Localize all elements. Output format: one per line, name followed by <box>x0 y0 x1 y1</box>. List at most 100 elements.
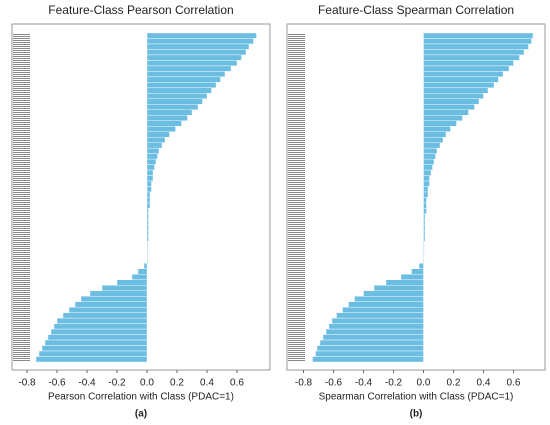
bar <box>423 43 529 50</box>
bar <box>68 306 148 313</box>
bar <box>423 136 444 143</box>
x-tick-label: -0.2 <box>108 378 126 389</box>
bar <box>423 82 495 89</box>
bar <box>423 126 451 132</box>
bar <box>423 131 447 138</box>
bar <box>423 169 432 176</box>
bar <box>373 285 424 291</box>
bar <box>146 147 160 154</box>
bar <box>146 43 250 50</box>
x-tick-label: 0.2 <box>170 378 184 389</box>
x-tick-label: 0.0 <box>417 378 431 389</box>
bar <box>146 131 170 138</box>
x-axis-label: Pearson Correlation with Class (PDAC=1) <box>48 392 234 403</box>
bar <box>423 158 435 165</box>
bar <box>146 208 149 215</box>
bar <box>146 252 148 259</box>
bar <box>62 312 148 319</box>
bar <box>325 328 424 335</box>
bar <box>146 202 151 209</box>
bar <box>423 71 504 78</box>
bar <box>423 38 532 45</box>
bar <box>146 197 151 204</box>
bar <box>53 323 148 330</box>
x-tick-label: -0.8 <box>295 378 313 389</box>
x-tick-label: 0.0 <box>140 378 154 389</box>
bar <box>116 279 148 286</box>
bar <box>423 104 475 110</box>
bar <box>423 175 430 182</box>
bar <box>423 180 430 187</box>
bar <box>146 246 148 253</box>
bar <box>322 334 424 341</box>
bar <box>146 120 182 127</box>
bar <box>423 186 429 193</box>
bar <box>35 356 148 363</box>
bar <box>146 224 149 231</box>
bar <box>146 219 149 226</box>
panel-label: (a) <box>135 409 147 420</box>
x-tick-label: 0.2 <box>447 378 461 389</box>
bar <box>363 290 424 297</box>
bar <box>336 312 424 319</box>
bar <box>423 252 425 259</box>
x-tick-label: 0.4 <box>200 378 214 389</box>
panel-label: (b) <box>410 409 423 420</box>
x-tick-label: 0.6 <box>507 378 521 389</box>
bar <box>423 115 463 121</box>
bar <box>146 158 157 165</box>
x-tick-label: 0.6 <box>230 378 244 389</box>
bar <box>146 49 247 56</box>
bar <box>38 350 148 357</box>
x-axis-label: Spearman Correlation with Class (PDAC=1) <box>319 392 514 403</box>
bar <box>423 246 425 253</box>
bar <box>146 65 232 72</box>
bar <box>146 93 208 99</box>
bar <box>146 142 163 149</box>
bar <box>411 268 424 275</box>
bar <box>354 296 424 302</box>
x-tick-label: 0.4 <box>477 378 491 389</box>
bar <box>342 306 424 313</box>
bar <box>56 317 148 324</box>
bar <box>146 60 238 67</box>
chart-title: Feature-Class Spearman Correlation <box>318 3 514 17</box>
bar <box>348 301 424 308</box>
bar <box>423 224 426 231</box>
bar <box>423 241 425 248</box>
label-strip <box>288 33 305 362</box>
bar <box>423 32 534 39</box>
bar <box>146 98 203 105</box>
bar <box>146 136 166 143</box>
bar <box>423 98 480 105</box>
bar <box>316 345 424 352</box>
bar <box>146 54 242 61</box>
x-tick-label: -0.6 <box>48 378 66 389</box>
bar <box>315 350 424 357</box>
bar <box>423 230 426 237</box>
bar <box>423 208 427 215</box>
bar <box>423 87 489 94</box>
bar <box>423 65 510 72</box>
bar <box>146 235 149 242</box>
x-tick-label: -0.4 <box>78 378 96 389</box>
bar <box>312 356 424 363</box>
x-tick-label: -0.2 <box>385 378 403 389</box>
bar <box>146 109 193 116</box>
bar <box>423 76 499 83</box>
bar <box>423 60 514 67</box>
bar <box>146 169 154 176</box>
bar <box>146 213 149 220</box>
bar <box>89 290 148 297</box>
bar <box>146 230 149 237</box>
bar <box>423 202 427 209</box>
bar <box>50 328 148 335</box>
bar <box>146 38 254 45</box>
bar <box>423 109 469 116</box>
bar <box>423 153 436 160</box>
bar <box>146 175 154 182</box>
bar <box>146 186 152 193</box>
bar <box>146 76 221 83</box>
bar <box>423 191 429 198</box>
